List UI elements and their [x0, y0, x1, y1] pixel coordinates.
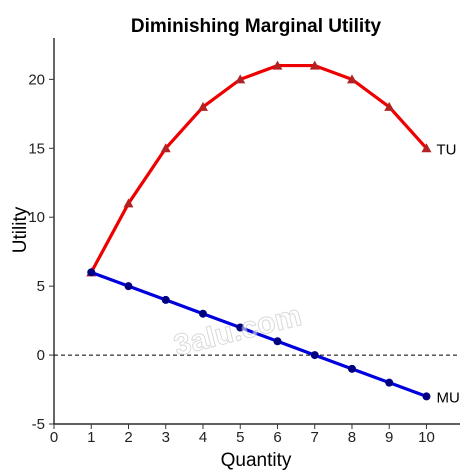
mu-point	[385, 378, 394, 387]
plot-area: 0 1 2 3 4 5 6 7 8 9 10 -5 0 5 10 15 20 TU MU	[28, 38, 460, 446]
y-tick-label: 5	[37, 278, 45, 295]
x-tick-label: 0	[50, 429, 58, 446]
mu-point	[198, 309, 207, 318]
y-tick-label: 10	[28, 209, 45, 226]
tu-point	[123, 198, 134, 208]
y-tick-label: 15	[28, 140, 45, 157]
x-tick-label: 9	[385, 429, 393, 446]
tu-point	[272, 60, 283, 70]
mu-point	[236, 323, 245, 332]
tu-point	[235, 74, 246, 84]
mu-point	[273, 337, 282, 346]
x-tick-label: 3	[162, 429, 170, 446]
mu-line	[90, 270, 428, 398]
tu-point	[160, 143, 171, 153]
tu-line	[89, 63, 428, 274]
x-tick-label: 5	[236, 429, 244, 446]
y-tick-label: -5	[32, 416, 45, 433]
mu-point	[124, 282, 133, 291]
tu-point	[309, 60, 320, 70]
x-tick-label: 6	[273, 429, 281, 446]
mu-point	[347, 364, 356, 373]
mu-point	[422, 392, 431, 401]
tu-point	[421, 143, 432, 153]
x-tick-label: 10	[418, 429, 435, 446]
x-tick-label: 2	[124, 429, 132, 446]
tu-point	[384, 101, 395, 111]
y-tick-label: 0	[37, 347, 45, 364]
x-tick-label: 4	[199, 429, 207, 446]
tu-point	[197, 101, 208, 111]
mu-series-label: MU	[436, 389, 459, 406]
y-tick-label: 20	[28, 71, 45, 88]
tu-point	[346, 74, 357, 84]
x-tick-label: 7	[311, 429, 319, 446]
mu-point	[310, 351, 319, 360]
x-axis-title: Quantity	[221, 450, 292, 471]
mu-point	[87, 268, 96, 277]
mu-point	[161, 295, 170, 304]
chart-title: Diminishing Marginal Utility	[131, 16, 382, 37]
x-tick-label: 1	[87, 429, 95, 446]
tu-series-label: TU	[436, 141, 456, 158]
y-axis-title: Utility	[10, 206, 31, 253]
x-tick-label: 8	[348, 429, 356, 446]
